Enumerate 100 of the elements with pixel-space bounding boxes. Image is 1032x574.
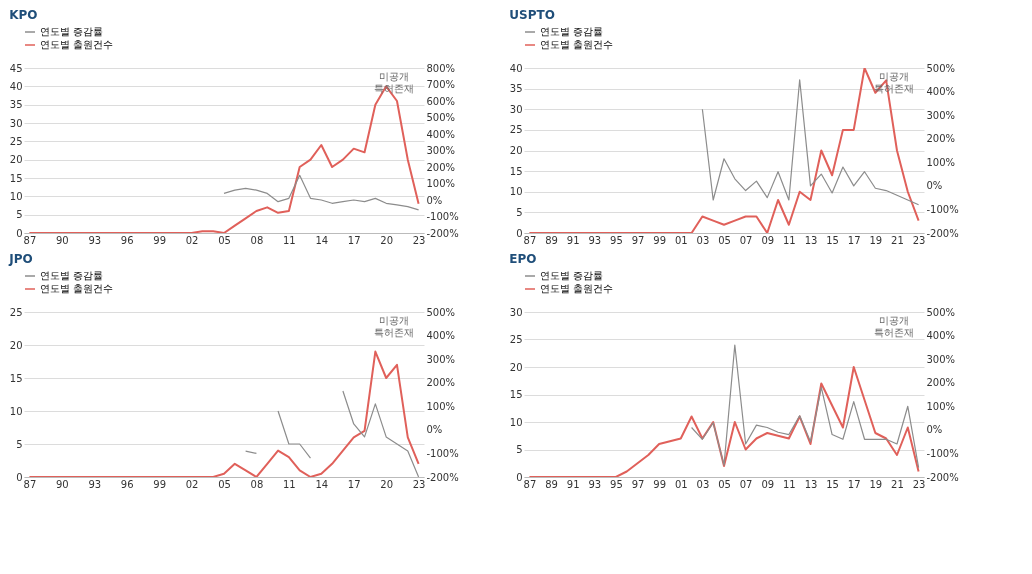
y2-tick-label: 400% [426,128,456,140]
y2-tick-label: 0% [926,424,943,436]
x-tick-label: 20 [380,478,394,490]
y2-tick-label: 500% [426,306,456,318]
y-tick-label: 15 [509,165,523,177]
y2-tick-label: -100% [426,211,459,222]
y-tick-label: 0 [16,227,23,239]
y2-tick-label: 0% [926,180,943,192]
y-tick-label: 0 [16,471,23,483]
x-tick-label: 03 [696,234,710,246]
x-tick-label: 05 [218,478,231,490]
y-tick-label: 35 [509,83,523,95]
y-tick-label: 30 [9,117,23,129]
x-tick-label: 03 [696,478,710,490]
y2-tick-label: 400% [926,86,956,98]
x-tick-label: 95 [610,478,623,490]
y2-tick-label: 500% [926,62,956,74]
x-tick-label: 17 [847,234,861,246]
y-tick-label: 15 [9,172,23,184]
x-tick-label: 93 [88,478,102,490]
x-tick-label: 23 [412,234,426,246]
y-tick-label: 25 [9,135,23,147]
x-tick-label: 15 [826,234,839,246]
y-tick-label: 5 [516,444,523,455]
x-tick-label: 96 [120,234,134,246]
x-tick-label: 09 [761,478,775,490]
line-series [690,344,920,469]
legend-label: 연도별 출원건수 [40,39,114,50]
chart-title: JPO [8,252,33,266]
x-tick-label: 90 [55,234,69,246]
y-tick-label: 20 [509,145,523,156]
y2-tick-label: 100% [426,178,456,189]
x-tick-label: 11 [783,234,796,246]
y2-tick-label: 300% [426,145,456,156]
chart-title: USPTO [509,8,555,22]
annotation: 미공개 특허존재 [874,315,914,338]
y2-tick-label: 0% [426,194,443,206]
x-tick-label: 93 [588,478,602,490]
x-tick-label: 08 [250,234,264,246]
y-tick-label: 30 [509,306,523,318]
x-tick-label: 19 [869,234,883,246]
y2-tick-label: -200% [926,471,959,483]
x-tick-label: 87 [23,478,37,490]
y2-tick-label: -200% [926,227,959,239]
y2-tick-label: 0% [426,424,443,436]
x-tick-label: 99 [653,234,666,246]
y2-tick-label: 700% [426,79,456,90]
x-tick-label: 11 [283,478,296,490]
y2-tick-label: 400% [926,330,956,342]
y-tick-label: 45 [9,62,23,74]
y-tick-label: 40 [9,80,23,92]
x-tick-label: 15 [826,478,839,490]
x-tick-label: 23 [412,478,426,490]
x-tick-label: 87 [523,478,537,490]
y-tick-label: 10 [509,416,523,428]
y2-tick-label: 800% [426,62,456,74]
y2-tick-label: 400% [426,330,456,342]
line-series [528,366,920,477]
y2-tick-label: 100% [926,400,956,412]
x-tick-label: 02 [185,478,199,490]
y2-tick-label: 200% [426,377,456,389]
x-tick-label: 07 [739,478,753,490]
y-tick-label: 20 [9,339,23,351]
x-tick-label: 05 [718,478,731,490]
x-tick-label: 13 [804,234,818,246]
y-tick-label: 10 [9,405,23,417]
y-tick-label: 15 [9,372,23,384]
y-tick-label: 10 [9,190,23,202]
y-tick-label: 15 [509,389,523,400]
x-tick-label: 09 [761,234,775,246]
x-tick-label: 02 [185,234,199,246]
x-tick-label: 05 [718,234,731,246]
x-tick-label: 99 [153,478,166,490]
y2-tick-label: 500% [926,306,956,318]
x-tick-label: 93 [88,234,102,246]
x-tick-label: 99 [153,234,166,246]
y-tick-label: 0 [516,227,523,239]
y2-tick-label: 600% [426,95,456,107]
y2-tick-label: 200% [426,161,456,173]
x-tick-label: 96 [120,478,134,490]
y-tick-label: 5 [16,209,23,221]
chart-title: KPO [9,8,38,22]
x-tick-label: 05 [218,234,231,246]
x-tick-label: 11 [283,234,296,246]
x-tick-label: 89 [545,478,558,490]
legend-label: 연도별 증감률 [540,270,604,281]
line-series [28,350,420,477]
x-tick-label: 01 [674,478,688,490]
y2-tick-label: 300% [926,109,956,121]
x-tick-label: 21 [891,478,904,490]
x-tick-label: 89 [545,234,558,246]
x-tick-label: 97 [631,234,645,246]
x-tick-label: 19 [869,478,883,490]
legend-label: 연도별 출원건수 [540,39,614,50]
y2-tick-label: 100% [426,400,456,412]
legend-label: 연도별 증감률 [40,270,104,281]
y2-tick-label: -200% [426,227,459,239]
x-tick-label: 97 [631,478,645,490]
y-tick-label: 20 [9,154,23,166]
x-tick-label: 01 [674,234,688,246]
